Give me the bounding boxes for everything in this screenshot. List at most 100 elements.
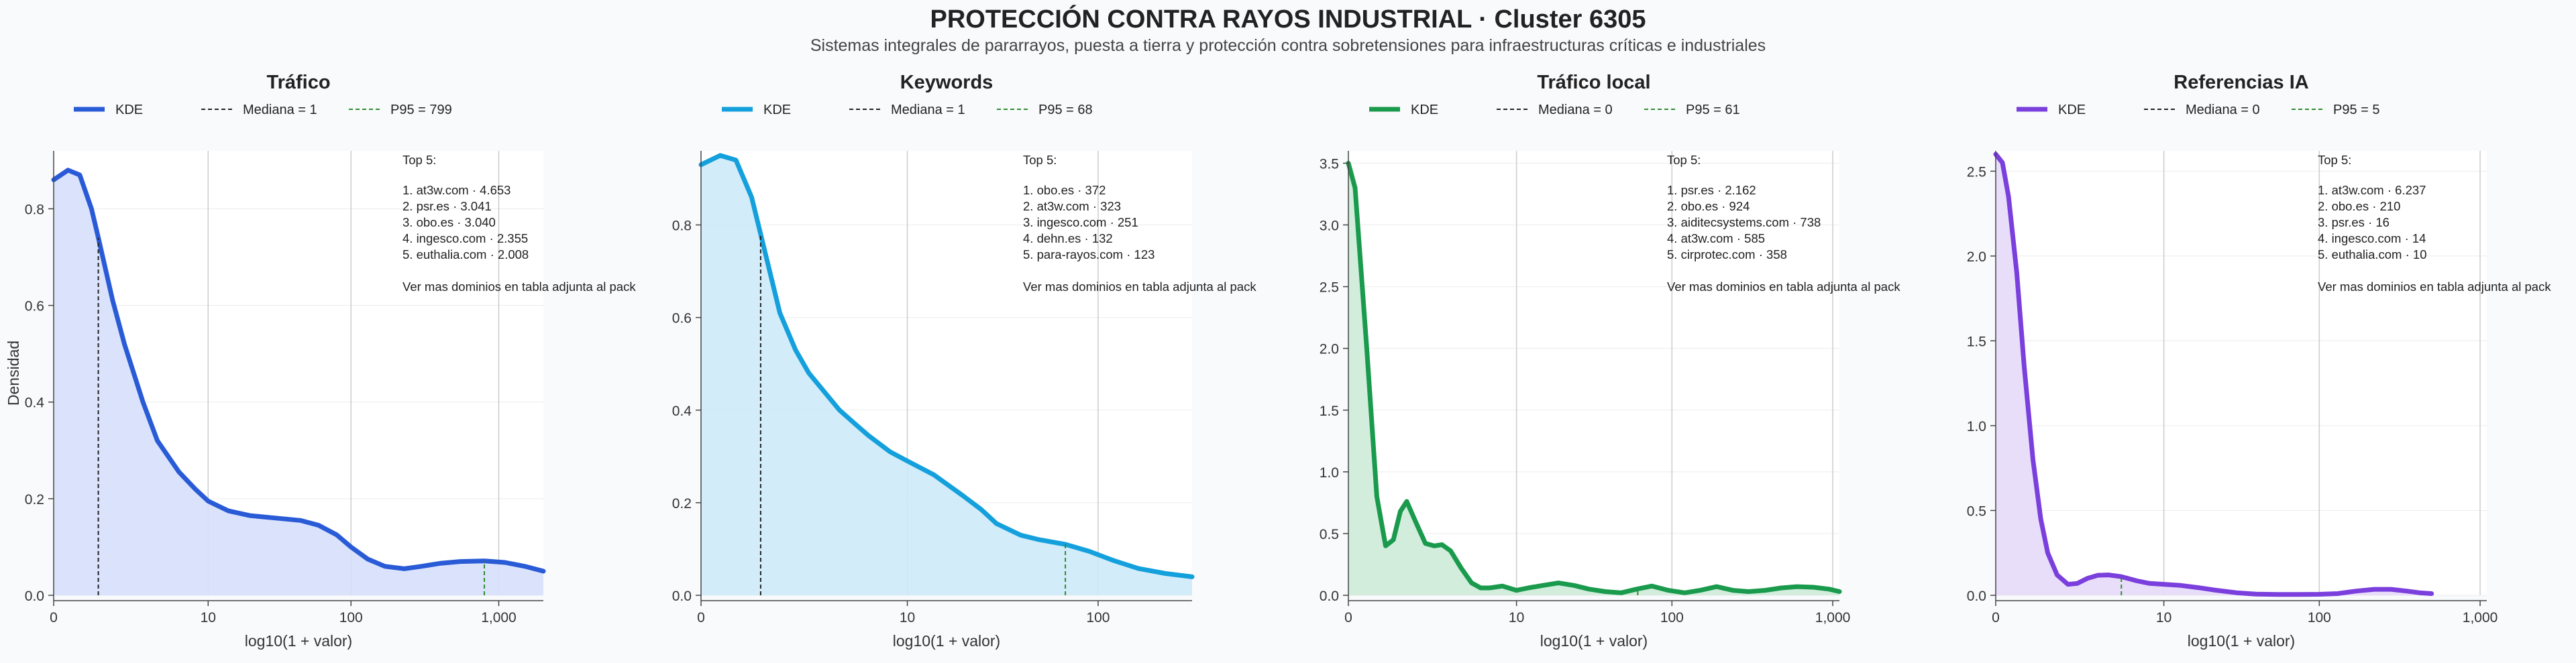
top5-heading: Top 5: (402, 153, 436, 167)
top5-footer: Ver mas dominios en tabla adjunta al pac… (402, 280, 636, 294)
y-tick-label: 0.2 (25, 492, 44, 507)
y-tick-label: 0.0 (1320, 589, 1339, 604)
y-tick-label: 0.8 (25, 202, 44, 217)
chart-panel-0: 0.0 0.2 0.4 0.6 0.8 0 10 100 1,000 log10(1 + valo… (5, 72, 636, 650)
legend-label-2: P95 = 799 (390, 103, 452, 117)
top5-item: 2. obo.es · 210 (2318, 199, 2400, 213)
kde-line (698, 153, 1195, 579)
top5-item: 4. ingesco.com · 2.355 (402, 231, 528, 245)
x-tick-label: 0 (50, 610, 58, 625)
y-tick-label: 0.6 (25, 299, 44, 314)
x-tick-label: 100 (339, 610, 363, 625)
x-axis-label: log10(1 + valor) (2188, 632, 2295, 650)
x-tick-label: 10 (201, 610, 216, 625)
top5-heading: Top 5: (2318, 153, 2351, 167)
y-tick-label: 0.4 (672, 404, 692, 419)
x-tick-label: 10 (1509, 610, 1524, 625)
y-tick-label: 0.5 (1967, 503, 1986, 519)
page-subtitle: Sistemas integrales de pararrayos, puest… (810, 36, 1766, 55)
subplot-title: Referencias IA (2174, 72, 2309, 93)
legend-label-0: KDE (115, 103, 143, 117)
legend-label-0: KDE (2058, 103, 2086, 117)
top5-item: 1. psr.es · 2.162 (1667, 183, 1756, 197)
y-tick-label: 2.0 (1967, 249, 1986, 265)
kde-area (701, 155, 1192, 595)
chart-panel-2: 0.0 0.5 1.0 1.5 2.0 2.5 3.0 3.5 0 10 100 1,000 log10… (1320, 72, 1901, 650)
subplot-title: Tráfico (266, 72, 330, 93)
top5-item: 4. ingesco.com · 14 (2318, 231, 2426, 245)
kde-line (1993, 152, 2434, 597)
top5-heading: Top 5: (1667, 153, 1701, 167)
x-tick-label: 0 (1992, 610, 2000, 625)
top5-item: 4. at3w.com · 585 (1667, 231, 1765, 245)
top5-item: 2. psr.es · 3.041 (402, 199, 492, 213)
x-tick-label: 0 (697, 610, 705, 625)
kde-area (1348, 163, 1839, 595)
subplot-title: Keywords (900, 72, 994, 93)
x-tick-label: 1,000 (2463, 610, 2498, 625)
x-tick-label: 1,000 (1815, 610, 1851, 625)
y-tick-label: 0.2 (672, 496, 692, 511)
top5-item: 2. obo.es · 924 (1667, 199, 1750, 213)
y-tick-label: 2.0 (1320, 342, 1339, 357)
kde-area (54, 170, 543, 596)
y-axis-label: Densidad (5, 341, 22, 406)
x-tick-label: 10 (900, 610, 915, 625)
subplot-title: Tráfico local (1537, 72, 1650, 93)
top5-item: 3. obo.es · 3.040 (402, 215, 496, 229)
y-tick-label: 3.0 (1320, 219, 1339, 234)
top5-footer: Ver mas dominios en tabla adjunta al pac… (1023, 280, 1256, 294)
chart-panel-3: 0.0 0.5 1.0 1.5 2.0 2.5 0 10 100 1,000 log10(1 + v… (1967, 72, 2552, 650)
top5-item: 1. at3w.com · 4.653 (402, 183, 511, 197)
top5-item: 2. at3w.com · 323 (1023, 199, 1121, 213)
y-tick-label: 1.0 (1967, 419, 1986, 434)
x-tick-label: 100 (1086, 610, 1110, 625)
y-tick-label: 0.5 (1320, 527, 1339, 542)
x-axis-label: log10(1 + valor) (893, 632, 1000, 650)
y-tick-label: 0.8 (672, 219, 692, 234)
x-tick-label: 0 (1344, 610, 1352, 625)
kde-area (1996, 154, 2432, 596)
top5-item: 1. at3w.com · 6.237 (2318, 183, 2426, 197)
top5-item: 1. obo.es · 372 (1023, 183, 1106, 197)
top5-heading: Top 5: (1023, 153, 1057, 167)
legend-label-0: KDE (763, 103, 791, 117)
legend-label-2: P95 = 68 (1038, 103, 1093, 117)
y-tick-label: 2.5 (1320, 280, 1339, 296)
legend-label-0: KDE (1411, 103, 1438, 117)
y-tick-label: 0.0 (1967, 589, 1986, 604)
y-tick-label: 0.0 (25, 589, 44, 604)
y-tick-label: 2.5 (1967, 164, 1986, 180)
plot-area (1996, 151, 2487, 595)
y-tick-label: 1.5 (1320, 404, 1339, 419)
top5-item: 5. para-rayos.com · 123 (1023, 247, 1155, 261)
y-tick-label: 0.4 (25, 396, 45, 411)
legend-label-2: P95 = 61 (1686, 103, 1740, 117)
top5-item: 5. euthalia.com · 10 (2318, 247, 2426, 261)
y-tick-label: 3.5 (1320, 156, 1339, 172)
top5-item: 3. ingesco.com · 251 (1023, 215, 1138, 229)
top5-item: 3. psr.es · 16 (2318, 215, 2390, 229)
y-tick-label: 1.0 (1320, 465, 1339, 481)
x-tick-label: 1,000 (481, 610, 517, 625)
y-tick-label: 1.5 (1967, 334, 1986, 349)
x-tick-label: 100 (2308, 610, 2331, 625)
top5-footer: Ver mas dominios en tabla adjunta al pac… (1667, 280, 1900, 294)
legend-label-1: Mediana = 0 (1538, 103, 1613, 117)
page-title: PROTECCIÓN CONTRA RAYOS INDUSTRIAL · Clu… (930, 5, 1646, 34)
x-axis-label: log10(1 + valor) (1540, 632, 1648, 650)
top5-item: 5. euthalia.com · 2.008 (402, 247, 529, 261)
legend-label-2: P95 = 5 (2333, 103, 2380, 117)
x-tick-label: 10 (2156, 610, 2171, 625)
top5-item: 5. cirprotec.com · 358 (1667, 247, 1787, 261)
y-tick-label: 0.0 (672, 589, 692, 604)
legend-label-1: Mediana = 1 (891, 103, 965, 117)
x-tick-label: 100 (1660, 610, 1684, 625)
top5-item: 3. aiditecsystems.com · 738 (1667, 215, 1821, 229)
chart-panel-1: 0.0 0.2 0.4 0.6 0.8 0 10 100 log10(1 + valor) Key… (672, 72, 1257, 650)
x-axis-label: log10(1 + valor) (245, 632, 352, 650)
kde-line (51, 168, 546, 574)
top5-footer: Ver mas dominios en tabla adjunta al pac… (2318, 280, 2551, 294)
